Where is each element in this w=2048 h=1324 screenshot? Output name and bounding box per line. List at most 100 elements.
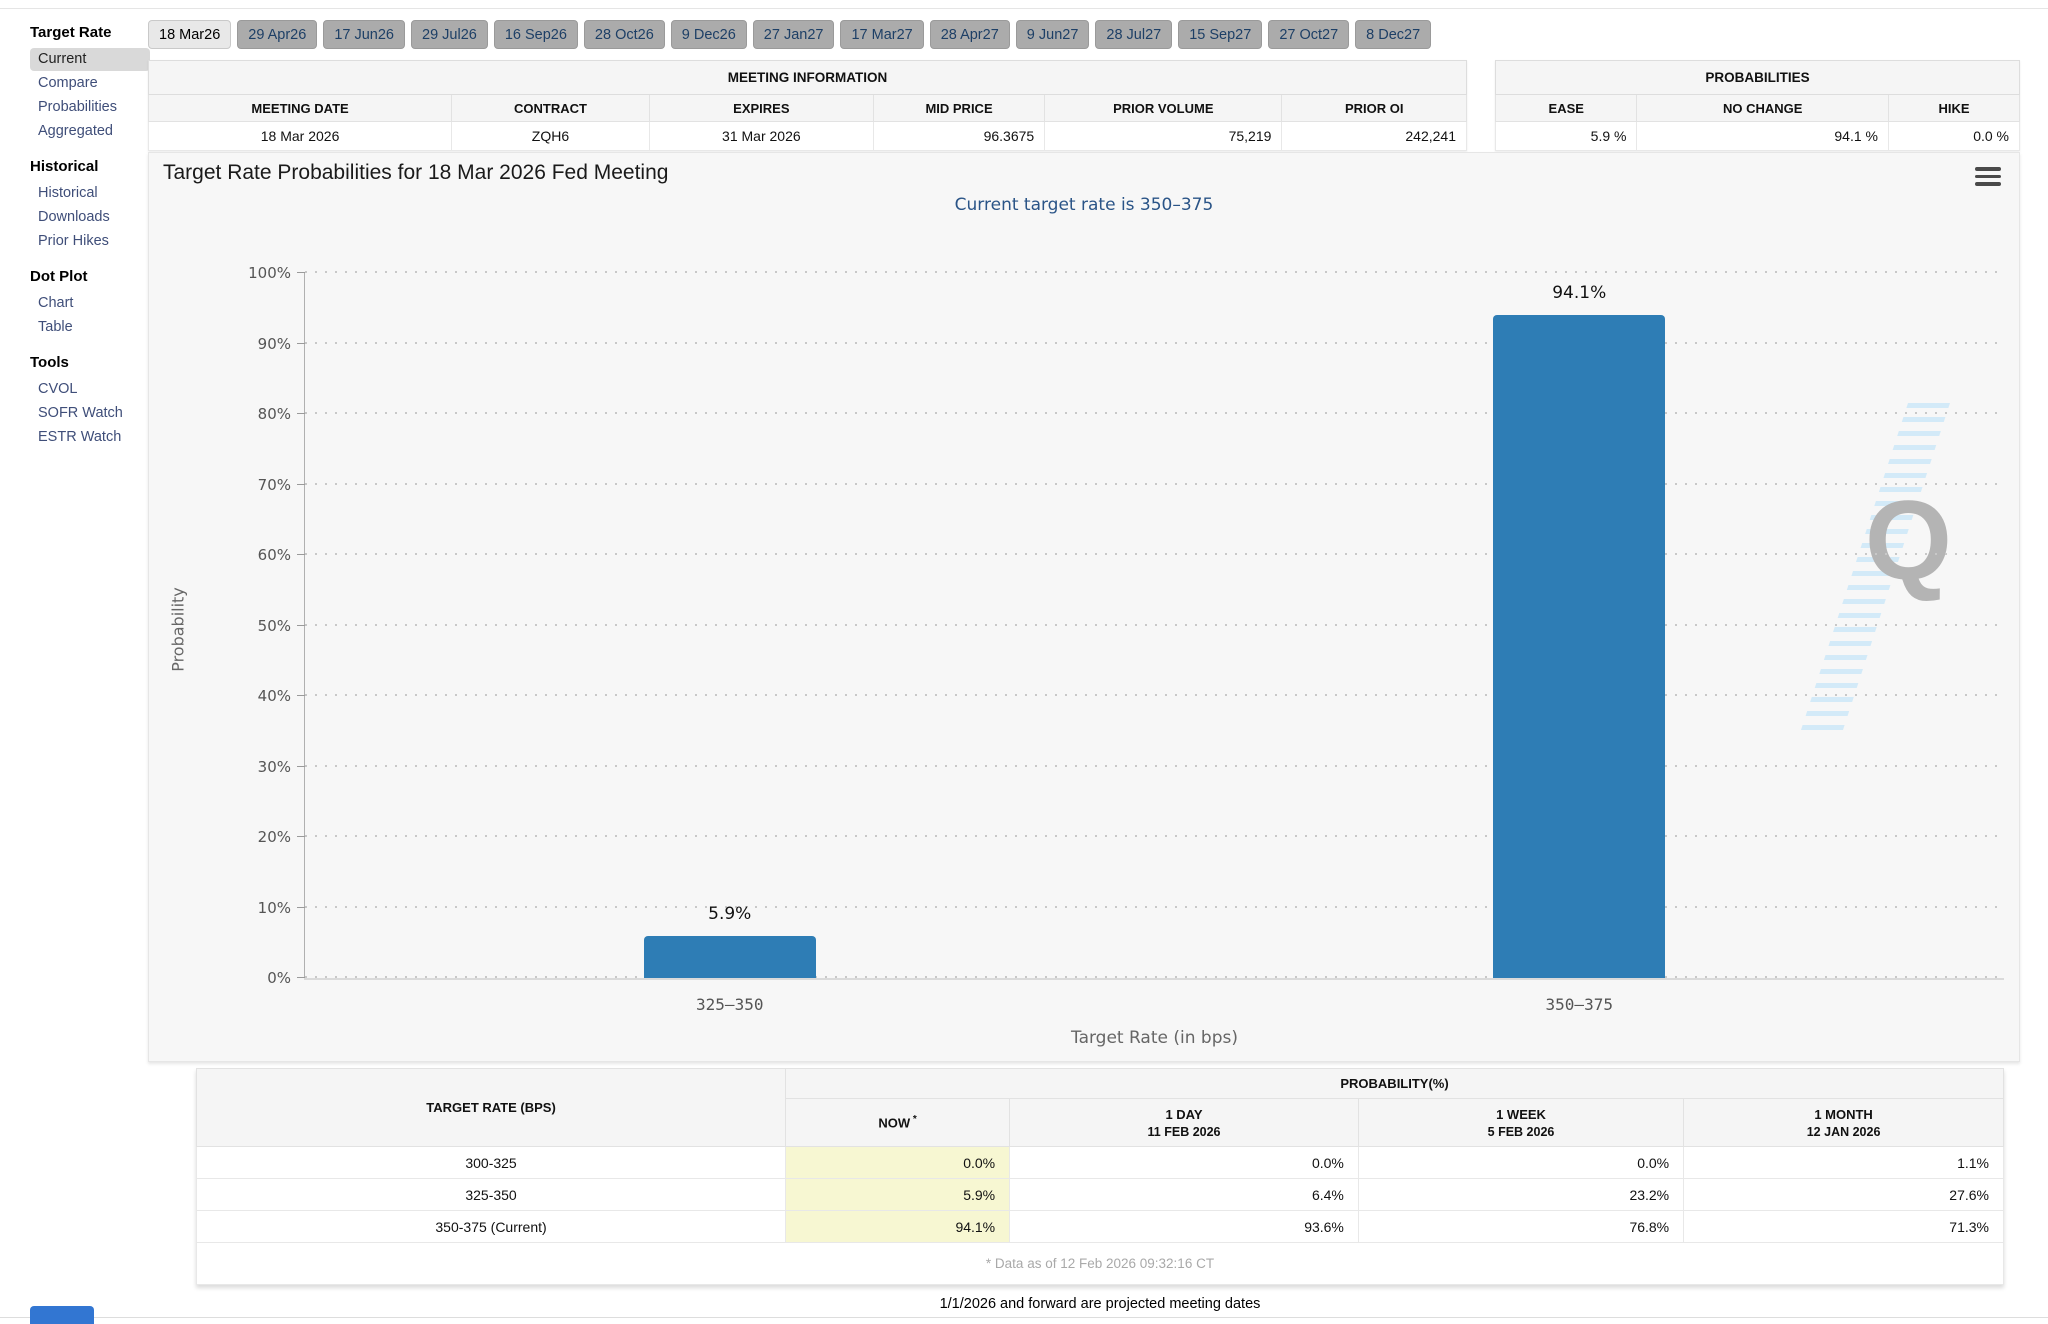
probability-group-header: PROBABILITY(%) xyxy=(785,1068,2004,1099)
period-column-date: 5 FEB 2026 xyxy=(1487,1124,1555,1139)
period-column-date: 11 FEB 2026 xyxy=(1147,1124,1221,1139)
info-row: MEETING INFORMATION MEETING DATE CONTRACT… xyxy=(147,60,2021,151)
sidebar-item-estr-watch[interactable]: ESTR Watch xyxy=(38,429,122,445)
y-tick-label: 70% xyxy=(257,475,291,494)
sidebar-item-historical[interactable]: Historical xyxy=(38,185,98,201)
meeting-date-tab[interactable]: 27 Jan27 xyxy=(752,20,835,49)
table-row: 5.9 % 94.1 % 0.0 % xyxy=(1494,121,2021,151)
y-tick-mark xyxy=(297,272,305,273)
y-tick-mark xyxy=(297,765,305,767)
meeting-date-tab[interactable]: 29 Apr26 xyxy=(237,20,318,49)
cell-value: 94.1 % xyxy=(1636,121,1889,151)
chart-panel: Target Rate Probabilities for 18 Mar 202… xyxy=(148,152,2020,1062)
period-column-header: 1 WEEK 5 FEB 2026 xyxy=(1357,1098,1685,1147)
column-header: HIKE xyxy=(1887,94,2021,122)
sidebar-item-compare[interactable]: Compare xyxy=(38,75,98,91)
sidebar-item-probabilities[interactable]: Probabilities xyxy=(38,99,117,115)
bottom-divider xyxy=(0,1317,2048,1318)
chart-title: Target Rate Probabilities for 18 Mar 202… xyxy=(163,161,669,184)
period-column-header: 1 MONTH 12 JAN 2026 xyxy=(1683,1098,2004,1147)
sidebar-item-downloads[interactable]: Downloads xyxy=(38,209,110,225)
column-header: NO CHANGE xyxy=(1636,94,1889,122)
meeting-date-tab[interactable]: 28 Jul27 xyxy=(1095,20,1173,49)
hamburger-menu-icon[interactable] xyxy=(1975,167,2001,186)
cell-value: 75,219 xyxy=(1044,121,1283,151)
y-tick-mark xyxy=(297,836,305,837)
gridline xyxy=(305,694,2004,696)
table-row: 350-375 (Current) 94.1% 93.6% 76.8% 71.3% xyxy=(195,1210,2004,1243)
column-header: CONTRACT xyxy=(451,94,650,122)
sidebar-section-title: Historical xyxy=(30,158,99,175)
column-header: EXPIRES xyxy=(648,94,874,122)
sidebar-item-prior-hikes[interactable]: Prior Hikes xyxy=(38,233,109,249)
probability-cell: 0.0% xyxy=(1357,1146,1685,1179)
meeting-information-title: MEETING INFORMATION xyxy=(148,60,1467,95)
target-rate-cell: 350-375 (Current) xyxy=(195,1210,787,1243)
chat-widget-badge[interactable] xyxy=(30,1306,94,1324)
meeting-date-tab[interactable]: 16 Sep26 xyxy=(493,20,578,49)
meeting-date-tab[interactable]: 27 Oct27 xyxy=(1268,20,1350,49)
meeting-information-table: MEETING INFORMATION MEETING DATE CONTRACT… xyxy=(147,60,1467,151)
gridline xyxy=(305,482,2004,485)
sidebar-item-current[interactable]: Current xyxy=(30,48,150,71)
gridline xyxy=(305,271,2004,273)
meeting-date-tab[interactable]: 28 Apr27 xyxy=(929,20,1010,49)
probability-cell: 5.9% xyxy=(785,1178,1011,1211)
cell-value: 96.3675 xyxy=(872,121,1046,151)
column-header: PRIOR VOLUME xyxy=(1044,94,1283,122)
meeting-date-tab[interactable]: 17 Mar27 xyxy=(840,20,924,49)
cell-value: 5.9 % xyxy=(1494,121,1638,151)
meeting-date-tab[interactable]: 17 Jun26 xyxy=(323,20,405,49)
meeting-date-tab[interactable]: 8 Dec27 xyxy=(1355,20,1432,49)
bar-value-label: 94.1% xyxy=(1552,282,1607,303)
probability-cell: 6.4% xyxy=(1009,1178,1359,1211)
sidebar-item-cvol[interactable]: CVOL xyxy=(38,381,78,397)
gridline xyxy=(305,341,2004,344)
y-tick-label: 60% xyxy=(257,546,291,564)
probability-cell: 93.6% xyxy=(1009,1210,1359,1243)
sidebar-item-aggregated[interactable]: Aggregated xyxy=(38,123,113,139)
meeting-date-tab[interactable]: 15 Sep27 xyxy=(1178,20,1263,49)
probability-cell: 76.8% xyxy=(1357,1210,1685,1243)
meeting-date-tab[interactable]: 18 Mar26 xyxy=(148,20,232,49)
y-tick-label: 40% xyxy=(257,687,291,705)
gridline xyxy=(305,412,2004,414)
y-tick-label: 100% xyxy=(248,264,291,282)
meeting-date-tabs: 18 Mar26 29 Apr26 17 Jun26 29 Jul26 16 Sep26… xyxy=(148,20,1432,49)
meeting-date-tab[interactable]: 29 Jul26 xyxy=(411,20,488,49)
y-tick-mark xyxy=(297,342,305,344)
probability-cell: 1.1% xyxy=(1683,1146,2004,1179)
probability-history-table: TARGET RATE (BPS) PROBABILITY(%) NOW * 1 … xyxy=(195,1068,2004,1285)
probability-cell: 23.2% xyxy=(1357,1178,1685,1211)
x-axis-title: Target Rate (in bps) xyxy=(1071,1028,1238,1048)
table-row: 300-325 0.0% 0.0% 0.0% 1.1% xyxy=(195,1146,2004,1179)
meeting-date-tab[interactable]: 9 Dec26 xyxy=(670,20,747,49)
y-tick-mark xyxy=(297,624,305,626)
sidebar-section-title: Dot Plot xyxy=(30,268,88,285)
sidebar-item-sofr-watch[interactable]: SOFR Watch xyxy=(38,405,123,421)
projected-dates-note: 1/1/2026 and forward are projected meeti… xyxy=(939,1296,1261,1312)
y-tick-mark xyxy=(297,554,305,555)
probabilities-summary-table: PROBABILITIES EASE NO CHANGE HIKE 5.9 % 94.… xyxy=(1494,60,2021,151)
sidebar-item-table[interactable]: Table xyxy=(38,319,73,335)
probability-bar xyxy=(1493,314,1666,978)
probability-cell: 0.0% xyxy=(1009,1146,1359,1179)
meeting-date-tab[interactable]: 9 Jun27 xyxy=(1015,20,1090,49)
sidebar: Target Rate Current Compare Probabilities Ag… xyxy=(30,24,150,450)
y-tick-mark xyxy=(297,977,305,978)
gridline xyxy=(305,905,2004,908)
cell-value: 242,241 xyxy=(1281,121,1467,151)
probability-cell: 27.6% xyxy=(1683,1178,2004,1211)
x-category-label: 350–375 xyxy=(1545,995,1613,1014)
sidebar-item-chart[interactable]: Chart xyxy=(38,295,74,311)
meeting-date-tab[interactable]: 28 Oct26 xyxy=(583,20,665,49)
y-tick-label: 20% xyxy=(257,828,291,846)
gridline xyxy=(305,976,2004,978)
target-rate-cell: 300-325 xyxy=(195,1146,787,1179)
probability-cell: 0.0% xyxy=(785,1146,1011,1179)
watermark-q-logo: Q xyxy=(1864,478,1952,603)
y-tick-label: 50% xyxy=(257,616,291,635)
watermark-stripes xyxy=(1800,403,1950,733)
column-header: MID PRICE xyxy=(872,94,1046,122)
